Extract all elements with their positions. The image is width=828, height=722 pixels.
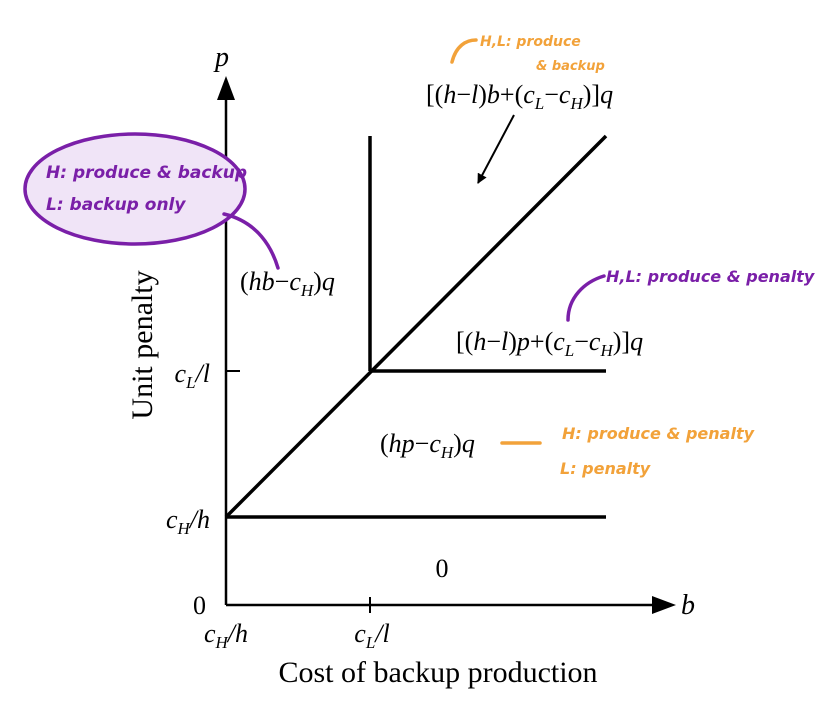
x-tick-label-cl: cL/l [354, 619, 389, 652]
x-axis-arrowhead [652, 596, 676, 614]
circled-note-line-2: L: backup only [46, 195, 186, 215]
origin-label: 0 [193, 591, 206, 620]
y-axis-variable: p [213, 42, 229, 73]
right-note-text: H,L: produce & penalty [606, 267, 815, 286]
circled-note-bubble [23, 132, 247, 246]
top-note-line-1: H,L: produce [480, 34, 581, 50]
right-note-connector [566, 274, 606, 322]
y-tick-label-ch: cH/h [166, 505, 210, 538]
circled-note-connector [222, 212, 280, 270]
region-expr-bottom: 0 [436, 554, 449, 583]
middle-note-line-2: L: penalty [560, 459, 651, 478]
y-tick-label-cl: cL/l [175, 359, 210, 392]
top-note-line-2: & backup [536, 59, 605, 74]
region-expr-top-right: [(h−l)b+(cL−cH)]q [426, 80, 613, 113]
y-axis-title: Unit penalty [126, 270, 159, 419]
region-expr-middle: (hp−cH)q [380, 429, 475, 462]
region-expr-middle-right: [(h−l)p+(cL−cH)]q [456, 327, 643, 360]
region-expr-top-left: (hb−cH)q [240, 267, 335, 300]
top-right-pointer-arrow [477, 114, 515, 184]
x-axis-variable: b [681, 590, 695, 621]
top-note-connector [450, 38, 478, 64]
middle-note-line-1: H: produce & penalty [562, 424, 755, 443]
circled-note-line-1: H: produce & backup [46, 163, 247, 183]
x-axis-title: Cost of backup production [278, 656, 597, 689]
x-tick-label-ch: cH/h [204, 619, 248, 652]
boundary-diagonal [224, 134, 608, 519]
y-axis-arrowhead [217, 76, 235, 100]
